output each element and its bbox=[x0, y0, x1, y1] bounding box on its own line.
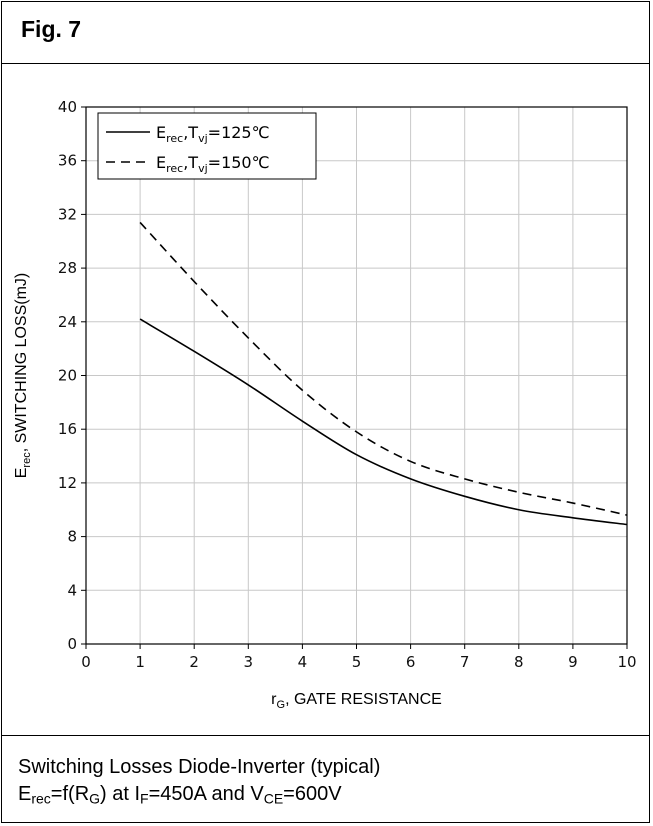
series-line-2 bbox=[139, 221, 628, 516]
series-line-1 bbox=[139, 318, 628, 526]
series-layer bbox=[139, 221, 628, 526]
y-tick-label: 12 bbox=[58, 474, 77, 492]
legend-entry: Erec,Tvj=125℃ bbox=[156, 123, 270, 145]
grid-layer bbox=[86, 107, 627, 644]
y-tick-label: 4 bbox=[67, 581, 77, 599]
y-tick-label: 28 bbox=[58, 259, 77, 277]
legend-box bbox=[97, 112, 317, 180]
x-axis-label: rG, GATE RESISTANCE bbox=[271, 691, 442, 711]
x-tick-label: 9 bbox=[568, 653, 578, 671]
x-tick-label: 8 bbox=[514, 653, 524, 671]
x-tick-label: 7 bbox=[460, 653, 470, 671]
y-tick-label: 36 bbox=[58, 152, 77, 170]
y-tick-label: 40 bbox=[58, 98, 77, 116]
chart-area: 0 1 2 3 4 5 6 7 8 9 10 0 4 8 12 16 20 24 28 32 36 40 Erec,Tvj… bbox=[2, 64, 649, 736]
y-tick-label: 8 bbox=[67, 528, 77, 546]
y-tick-label: 24 bbox=[58, 313, 77, 331]
figure-header: Fig. 7 bbox=[2, 2, 649, 64]
x-tick-label: 0 bbox=[81, 653, 91, 671]
y-tick-label: 20 bbox=[58, 367, 77, 385]
figure-caption: Switching Losses Diode-Inverter (typical… bbox=[18, 754, 380, 808]
caption-line-2: Erec=f(RG) at IF=450A and VCE=600V bbox=[18, 783, 342, 807]
x-tick-label: 4 bbox=[298, 653, 308, 671]
legend-entry: Erec,Tvj=150℃ bbox=[156, 153, 270, 175]
x-tick-label: 10 bbox=[617, 653, 636, 671]
x-tick-label: 6 bbox=[406, 653, 416, 671]
x-tick-label: 1 bbox=[135, 653, 145, 671]
y-axis-label: Erec, SWITCHING LOSS(mJ) bbox=[13, 273, 33, 479]
y-tick-label: 32 bbox=[58, 205, 77, 223]
x-tick-label: 5 bbox=[352, 653, 362, 671]
x-tick-label: 2 bbox=[189, 653, 199, 671]
y-tick-label: 16 bbox=[58, 420, 77, 438]
figure-title: Fig. 7 bbox=[21, 16, 82, 42]
caption-line-1: Switching Losses Diode-Inverter (typical… bbox=[18, 756, 381, 778]
legend: Erec,Tvj=125℃ Erec,Tvj=150℃ bbox=[97, 112, 317, 180]
y-tick-label: 0 bbox=[67, 635, 77, 653]
x-tick-label: 3 bbox=[244, 653, 254, 671]
